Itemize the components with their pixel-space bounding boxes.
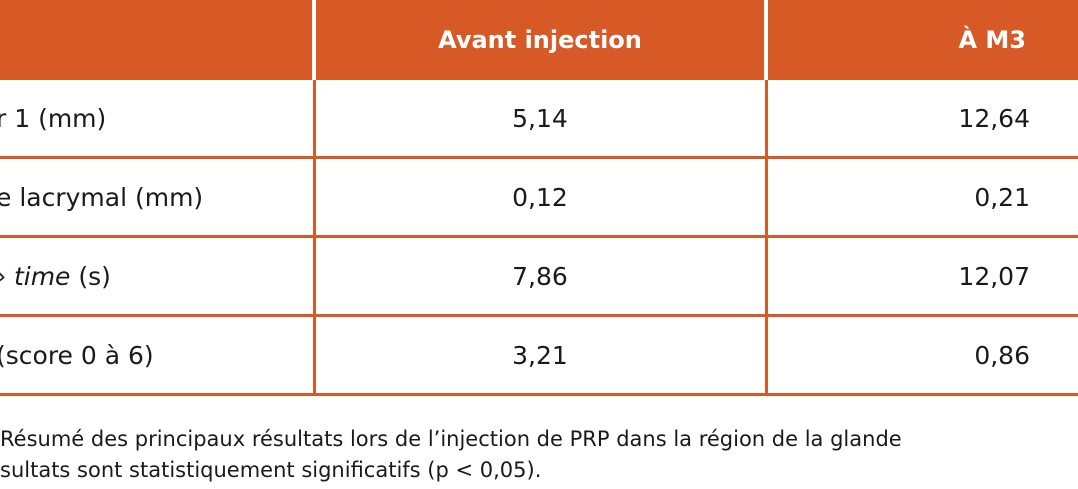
row-label-cell: r 1 (mm) bbox=[0, 80, 314, 158]
row-label: r 1 (mm) bbox=[0, 103, 107, 133]
before-value: 3,21 bbox=[312, 314, 766, 396]
row-label-cell: (score 0 à 6) bbox=[0, 314, 314, 396]
row-label-cell: e lacrymal (mm) bbox=[0, 156, 314, 237]
row-label-cell: › time (s) bbox=[0, 235, 314, 316]
caption-line-1: Résumé des principaux résultats lors de … bbox=[0, 427, 902, 451]
header-parameter bbox=[0, 0, 314, 80]
header-m3: À M3 bbox=[764, 0, 1078, 80]
table-row: r 1 (mm) 5,14 12,64 bbox=[0, 80, 1078, 158]
row-label-clipped-glyph: › bbox=[0, 262, 6, 291]
results-table: Avant injection À M3 r 1 (mm) 5,14 12,64… bbox=[0, 0, 1078, 396]
header-before-injection: Avant injection bbox=[312, 0, 766, 80]
results-table-container: Avant injection À M3 r 1 (mm) 5,14 12,64… bbox=[0, 0, 1078, 396]
table-row: (score 0 à 6) 3,21 0,86 bbox=[0, 314, 1078, 396]
row-label: › time (s) bbox=[0, 262, 111, 291]
table-header-row: Avant injection À M3 bbox=[0, 0, 1078, 80]
table-row: › time (s) 7,86 12,07 bbox=[0, 235, 1078, 316]
row-label-italic: time bbox=[13, 261, 71, 291]
m3-value: 0,86 bbox=[764, 314, 1078, 396]
m3-value: 12,64 bbox=[764, 80, 1078, 158]
before-value: 5,14 bbox=[312, 80, 766, 158]
m3-value: 0,21 bbox=[764, 156, 1078, 237]
row-label: e lacrymal (mm) bbox=[0, 182, 204, 212]
row-label: (score 0 à 6) bbox=[0, 340, 154, 370]
table-caption: Résumé des principaux résultats lors de … bbox=[0, 424, 1078, 486]
m3-value: 12,07 bbox=[764, 235, 1078, 316]
before-value: 0,12 bbox=[312, 156, 766, 237]
table-row: e lacrymal (mm) 0,12 0,21 bbox=[0, 156, 1078, 237]
caption-line-2: sultats sont statistiquement significati… bbox=[0, 458, 542, 482]
row-label-unit: (s) bbox=[70, 261, 111, 291]
before-value: 7,86 bbox=[312, 235, 766, 316]
